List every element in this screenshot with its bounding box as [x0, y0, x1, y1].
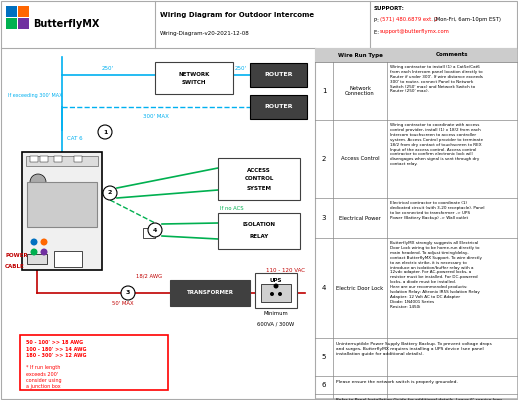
Circle shape	[148, 223, 162, 237]
Text: Refer to Panel Installation Guide for additional details. Leave 6' service loop
: Refer to Panel Installation Guide for ad…	[336, 398, 502, 400]
Circle shape	[103, 186, 117, 200]
Text: Electric Door Lock: Electric Door Lock	[336, 286, 384, 290]
Text: 180 - 300' >> 12 AWG: 180 - 300' >> 12 AWG	[26, 353, 87, 358]
Text: 3: 3	[126, 290, 130, 296]
Bar	[27, 254, 47, 264]
Text: 18/2 AWG: 18/2 AWG	[136, 274, 162, 279]
Text: * If run length: * If run length	[26, 365, 61, 370]
Text: ISOLATION: ISOLATION	[242, 222, 276, 226]
Text: If no ACS: If no ACS	[220, 206, 243, 210]
Bar	[20, 335, 168, 390]
Circle shape	[278, 292, 282, 296]
Bar	[54, 156, 62, 162]
Bar	[27, 182, 97, 227]
Text: 1: 1	[103, 130, 107, 134]
Text: Uninterruptible Power Supply Battery Backup. To prevent voltage drops
and surges: Uninterruptible Power Supply Battery Bac…	[336, 342, 492, 356]
Bar	[315, 48, 517, 62]
Text: Minimum: Minimum	[264, 311, 289, 316]
Text: 1: 1	[322, 88, 326, 94]
Text: Access Control: Access Control	[341, 156, 379, 162]
Circle shape	[31, 238, 37, 246]
Bar	[40, 156, 48, 162]
Text: POWER: POWER	[5, 253, 28, 258]
Text: Please ensure the network switch is properly grounded.: Please ensure the network switch is prop…	[336, 380, 458, 384]
Circle shape	[40, 248, 48, 256]
Bar	[143, 228, 155, 238]
Circle shape	[31, 248, 37, 256]
Text: 5: 5	[322, 354, 326, 360]
Bar	[18, 18, 29, 29]
Text: exceeds 200': exceeds 200'	[26, 372, 58, 376]
Text: UPS: UPS	[270, 278, 282, 284]
Text: Wiring Diagram for Outdoor Intercome: Wiring Diagram for Outdoor Intercome	[160, 12, 314, 18]
Text: Electrical Power: Electrical Power	[339, 216, 381, 220]
Text: ACCESS: ACCESS	[247, 168, 271, 172]
Text: Wiring-Diagram-v20-2021-12-08: Wiring-Diagram-v20-2021-12-08	[160, 30, 250, 36]
Circle shape	[40, 238, 48, 246]
Text: ROUTER: ROUTER	[264, 72, 293, 78]
Text: TRANSFORMER: TRANSFORMER	[186, 290, 234, 296]
Text: Wiring contractor to install (1) a Cat5e/Cat6
from each Intercom panel location : Wiring contractor to install (1) a Cat5e…	[390, 65, 483, 94]
Text: 6: 6	[322, 382, 326, 388]
Circle shape	[270, 292, 274, 296]
Bar	[261, 284, 291, 302]
Bar	[218, 158, 300, 200]
Text: 50 - 100' >> 18 AWG: 50 - 100' >> 18 AWG	[26, 340, 83, 346]
Text: 2: 2	[322, 156, 326, 162]
Text: ROUTER: ROUTER	[264, 104, 293, 110]
Text: a junction box: a junction box	[26, 384, 61, 389]
Text: ButterflyMX: ButterflyMX	[33, 19, 99, 29]
Text: 100 - 180' >> 14 AWG: 100 - 180' >> 14 AWG	[26, 347, 87, 352]
Text: Network
Connection: Network Connection	[345, 86, 375, 96]
Text: (Mon-Fri, 6am-10pm EST): (Mon-Fri, 6am-10pm EST)	[432, 18, 501, 22]
Text: 600VA / 300W: 600VA / 300W	[257, 321, 295, 326]
Text: support@butterflymx.com: support@butterflymx.com	[380, 30, 450, 34]
Text: 50' MAX: 50' MAX	[112, 301, 134, 306]
Bar	[218, 213, 300, 249]
Circle shape	[98, 125, 112, 139]
Bar	[74, 156, 82, 162]
Text: E:: E:	[374, 30, 381, 34]
Text: 2: 2	[108, 190, 112, 196]
Bar	[6, 6, 17, 17]
Text: SUPPORT:: SUPPORT:	[374, 6, 405, 10]
Bar	[315, 48, 517, 398]
Text: NETWORK: NETWORK	[178, 72, 210, 76]
Bar	[6, 18, 17, 29]
Bar	[170, 280, 250, 306]
Bar	[22, 152, 102, 270]
Text: (571) 480.6879 ext. 2: (571) 480.6879 ext. 2	[380, 18, 438, 22]
Text: 250': 250'	[102, 66, 114, 70]
Text: 250': 250'	[235, 66, 247, 70]
Text: RELAY: RELAY	[249, 234, 269, 238]
Text: consider using: consider using	[26, 378, 62, 383]
Text: Wiring contractor to coordinate with access
control provider, install (1) x 18/2: Wiring contractor to coordinate with acc…	[390, 123, 483, 166]
Text: 110 - 120 VAC: 110 - 120 VAC	[266, 268, 305, 273]
Text: CAT 6: CAT 6	[67, 136, 83, 140]
Text: Electrical contractor to coordinate (1)
dedicated circuit (with 3-20 receptacle): Electrical contractor to coordinate (1) …	[390, 201, 484, 220]
Bar	[54, 251, 82, 267]
Text: CONTROL: CONTROL	[244, 176, 274, 182]
Text: CABLE: CABLE	[5, 264, 25, 269]
Text: 3: 3	[322, 215, 326, 221]
Bar	[26, 156, 98, 166]
Text: Comments: Comments	[436, 52, 468, 58]
Bar	[30, 156, 38, 162]
Bar	[250, 95, 307, 119]
Bar	[155, 62, 233, 94]
Text: 4: 4	[153, 228, 157, 232]
Text: SWITCH: SWITCH	[182, 80, 206, 86]
Circle shape	[30, 174, 46, 190]
Circle shape	[121, 286, 135, 300]
Text: 4: 4	[322, 285, 326, 291]
Bar	[250, 63, 307, 87]
Text: 300' MAX: 300' MAX	[143, 114, 169, 118]
Bar	[18, 6, 29, 17]
Text: ButterflyMX strongly suggests all Electrical
Door Lock wiring to be home-run dir: ButterflyMX strongly suggests all Electr…	[390, 241, 482, 309]
Text: If exceeding 300' MAX: If exceeding 300' MAX	[8, 92, 63, 98]
Bar	[255, 273, 297, 308]
Text: Wire Run Type: Wire Run Type	[338, 52, 382, 58]
Text: P:: P:	[374, 18, 381, 22]
Circle shape	[274, 284, 279, 288]
Text: SYSTEM: SYSTEM	[247, 186, 271, 190]
